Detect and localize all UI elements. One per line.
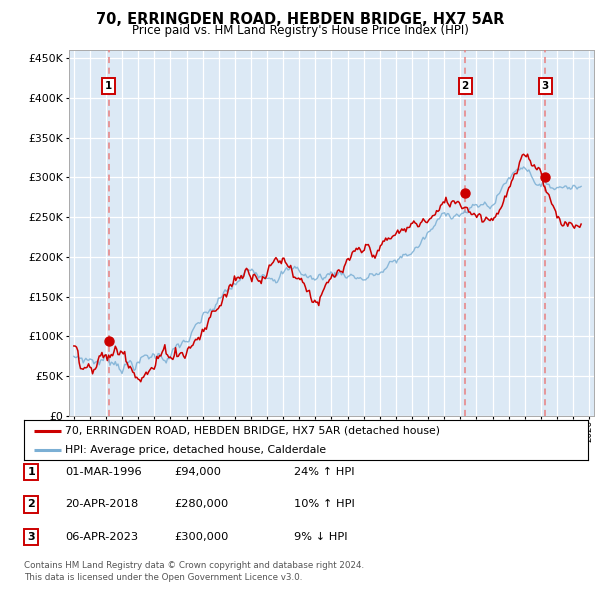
Text: 3: 3 bbox=[28, 532, 35, 542]
Text: 70, ERRINGDEN ROAD, HEBDEN BRIDGE, HX7 5AR (detached house): 70, ERRINGDEN ROAD, HEBDEN BRIDGE, HX7 5… bbox=[65, 425, 440, 435]
Text: £94,000: £94,000 bbox=[174, 467, 221, 477]
Text: 2: 2 bbox=[461, 81, 469, 91]
Text: 9% ↓ HPI: 9% ↓ HPI bbox=[294, 532, 347, 542]
Text: £280,000: £280,000 bbox=[174, 500, 228, 509]
Text: 1: 1 bbox=[28, 467, 35, 477]
Text: Price paid vs. HM Land Registry's House Price Index (HPI): Price paid vs. HM Land Registry's House … bbox=[131, 24, 469, 37]
Text: 06-APR-2023: 06-APR-2023 bbox=[65, 532, 138, 542]
Text: 24% ↑ HPI: 24% ↑ HPI bbox=[294, 467, 355, 477]
Text: £300,000: £300,000 bbox=[174, 532, 229, 542]
Text: 1: 1 bbox=[105, 81, 112, 91]
Text: 3: 3 bbox=[542, 81, 549, 91]
Text: 10% ↑ HPI: 10% ↑ HPI bbox=[294, 500, 355, 509]
Text: 70, ERRINGDEN ROAD, HEBDEN BRIDGE, HX7 5AR: 70, ERRINGDEN ROAD, HEBDEN BRIDGE, HX7 5… bbox=[96, 12, 504, 27]
Text: HPI: Average price, detached house, Calderdale: HPI: Average price, detached house, Cald… bbox=[65, 445, 326, 455]
Text: Contains HM Land Registry data © Crown copyright and database right 2024.: Contains HM Land Registry data © Crown c… bbox=[24, 561, 364, 570]
Text: 01-MAR-1996: 01-MAR-1996 bbox=[65, 467, 142, 477]
Text: 2: 2 bbox=[28, 500, 35, 509]
Text: 20-APR-2018: 20-APR-2018 bbox=[65, 500, 138, 509]
Text: This data is licensed under the Open Government Licence v3.0.: This data is licensed under the Open Gov… bbox=[24, 573, 302, 582]
